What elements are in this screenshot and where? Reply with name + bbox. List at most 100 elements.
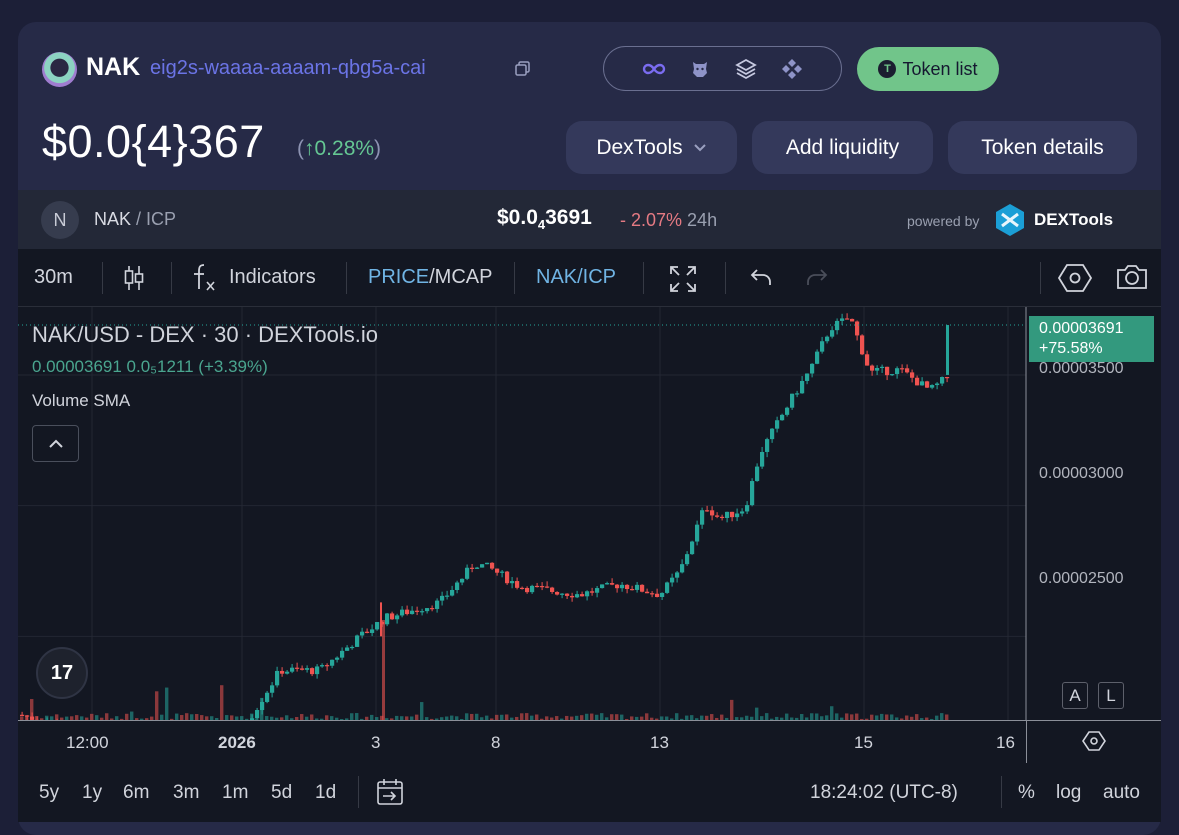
candle-body [460,578,465,583]
token-symbol: NAK [86,53,141,81]
stack-icon[interactable] [734,57,758,81]
volume-bar [210,716,214,720]
function-icon[interactable] [190,263,218,293]
volume-bar [20,716,24,720]
pair-change-value: - 2.07% [620,210,683,230]
pair-price-suffix: 3691 [545,206,592,229]
indicators-button[interactable]: Indicators [229,266,316,288]
volume-bar [620,714,624,720]
candle-body [760,451,765,467]
volume-bar [40,718,44,720]
volume-bar [65,716,69,720]
toolbar-divider [725,262,726,294]
candle-body [390,613,395,620]
undo-icon[interactable] [749,267,773,289]
pair-info-bar: N NAK / ICP $0.043691 - 2.07% 24h powere… [18,190,1161,249]
volume-bar [560,718,564,720]
candle-body [815,351,820,364]
range-3m[interactable]: 3m [173,782,200,803]
candle-body [900,368,905,370]
candle-body [775,420,780,429]
token-details-button[interactable]: Token details [948,121,1137,174]
candle-body [20,714,25,716]
candle-body [700,510,705,525]
price-mode-label: PRICE [368,266,430,288]
token-list-button[interactable]: T Token list [857,47,999,91]
volume-bar [815,713,819,720]
candle-body [860,335,865,355]
volume-bar [115,716,119,720]
range-6m[interactable]: 6m [123,782,150,803]
pair-avatar: N [41,201,79,239]
dextools-logo-icon[interactable] [992,202,1028,238]
log-scale-button[interactable]: L [1098,682,1124,709]
candle-body [805,373,810,381]
chart-area[interactable]: NAK/USD - DEX · 30 · DEXTools.io 0.00003… [18,307,1161,720]
log-toggle[interactable]: log [1056,782,1082,803]
candle-body [430,608,435,610]
canister-id-link[interactable]: eig2s-waaaa-aaaam-qbg5a-cai [150,57,426,79]
candle-wick [380,602,382,637]
tradingview-logo[interactable]: 17 [36,647,88,699]
price-chart[interactable] [18,307,1161,720]
redo-icon[interactable] [805,267,829,289]
volume-bar [405,716,409,720]
volume-bar [75,715,79,720]
candle-body [755,466,760,482]
infinity-icon[interactable] [642,57,666,81]
candle-body [445,595,450,597]
dextools-dropdown[interactable]: DexTools [566,121,737,174]
candle-body [375,622,380,630]
candle-body [450,589,455,596]
candle-body [810,363,815,374]
volume-bar [625,718,629,720]
candle-body [530,585,535,593]
interval-button[interactable]: 30m [34,266,73,288]
volume-bar [25,716,29,720]
last-price-tag: 0.00003691 +75.58% [1029,316,1154,362]
candle-body [730,511,735,518]
volume-bar [415,714,419,720]
candles-icon[interactable] [123,264,145,292]
range-divider [358,776,359,808]
range-1d[interactable]: 1d [315,782,337,803]
auto-scale-button[interactable]: A [1062,682,1088,709]
range-5y[interactable]: 5y [39,782,60,803]
auto-toggle[interactable]: auto [1103,782,1140,803]
diamonds-icon[interactable] [780,57,804,81]
add-liquidity-button[interactable]: Add liquidity [752,121,933,174]
axis-settings-icon[interactable] [1082,730,1106,752]
candle-body [725,511,730,518]
volume-bar [385,718,389,720]
volume-bar [160,714,164,720]
copy-icon[interactable] [515,61,530,76]
volume-bar [755,707,759,720]
collapse-legend-button[interactable] [32,425,79,462]
candle-body [265,692,270,702]
candle-body [740,511,745,514]
ohlc-values: 0.00003691 0.0₅1211 (+3.39%) [32,357,268,376]
volume-bar [545,716,549,720]
date-range-icon[interactable] [375,777,405,807]
range-5d[interactable]: 5d [271,782,293,803]
toolbar-divider [171,262,172,294]
candle-body [595,588,600,593]
pair-toggle[interactable]: NAK/ICP [536,266,617,288]
volume-bar [730,699,734,720]
candle-body [435,600,440,609]
range-1y[interactable]: 1y [82,782,103,803]
camera-icon[interactable] [1115,263,1149,291]
lion-icon[interactable] [688,57,712,81]
clock-time[interactable]: 18:24:02 (UTC-8) [810,782,958,803]
volume-bar [490,718,494,720]
volume-bar [345,718,349,720]
settings-hexagon-icon[interactable] [1058,263,1092,293]
fullscreen-icon[interactable] [669,265,697,293]
token-price: $0.0{4}367 [42,116,265,167]
candle-body [570,595,575,598]
range-1m[interactable]: 1m [222,782,249,803]
percent-toggle[interactable]: % [1018,782,1035,803]
price-mcap-toggle[interactable]: PRICE/MCAP [368,266,492,289]
volume-bar [905,715,909,720]
candle-body [620,584,625,589]
